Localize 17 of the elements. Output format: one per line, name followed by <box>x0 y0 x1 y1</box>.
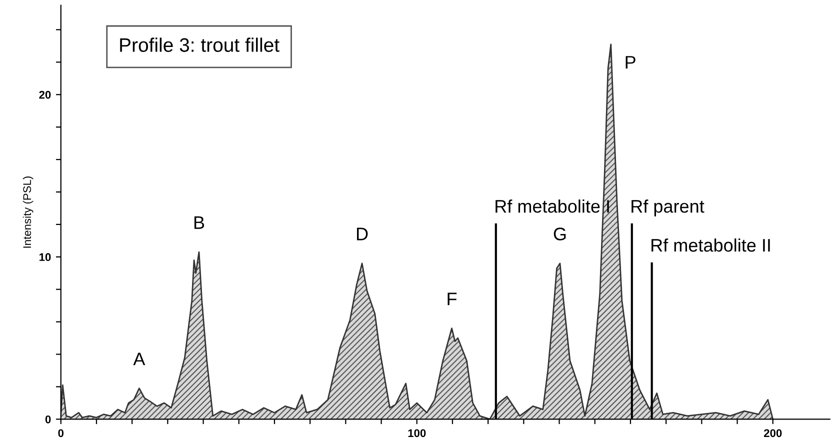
text: Profile 3: trout fillet <box>120 38 280 52</box>
annotation: A <box>133 352 146 366</box>
annotation: D <box>357 228 368 240</box>
y-tick-label: 20 <box>39 90 51 99</box>
annotation: B <box>194 216 204 229</box>
x-tick-label: 0 <box>58 429 64 438</box>
annotation: P <box>626 56 636 68</box>
series-label: Rf metabolite I <box>496 199 609 213</box>
series-label: Rf parent <box>632 200 704 216</box>
y-tick-label: 0 <box>45 415 51 424</box>
x-tick-label: 200 <box>764 429 782 438</box>
series-label: Rf metabolite II <box>652 238 770 252</box>
annotation: G <box>554 228 566 240</box>
x-tick-label: 100 <box>408 429 426 438</box>
y-axis-title: Intensity (PSL) <box>22 176 34 248</box>
annotation: F <box>448 292 457 306</box>
y-tick-label: 10 <box>40 253 51 262</box>
